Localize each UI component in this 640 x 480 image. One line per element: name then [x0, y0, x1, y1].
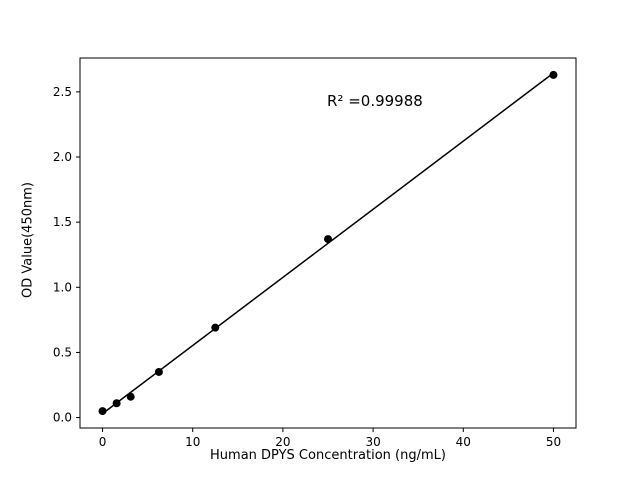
svg-text:40: 40 — [456, 435, 471, 449]
x-axis-label: Human DPYS Concentration (ng/mL) — [210, 448, 446, 463]
svg-text:0.0: 0.0 — [53, 411, 72, 425]
svg-text:30: 30 — [365, 435, 380, 449]
r-squared-annotation: R² =0.99988 — [327, 92, 423, 110]
svg-text:20: 20 — [275, 435, 290, 449]
svg-text:0.5: 0.5 — [53, 345, 72, 359]
svg-text:2.0: 2.0 — [53, 150, 72, 164]
svg-text:2.5: 2.5 — [53, 85, 72, 99]
svg-text:1.0: 1.0 — [53, 280, 72, 294]
svg-text:10: 10 — [185, 435, 200, 449]
svg-text:50: 50 — [546, 435, 561, 449]
svg-text:0: 0 — [99, 435, 107, 449]
y-axis-label: OD Value(450nm) — [20, 182, 36, 298]
svg-text:1.5: 1.5 — [53, 215, 72, 229]
